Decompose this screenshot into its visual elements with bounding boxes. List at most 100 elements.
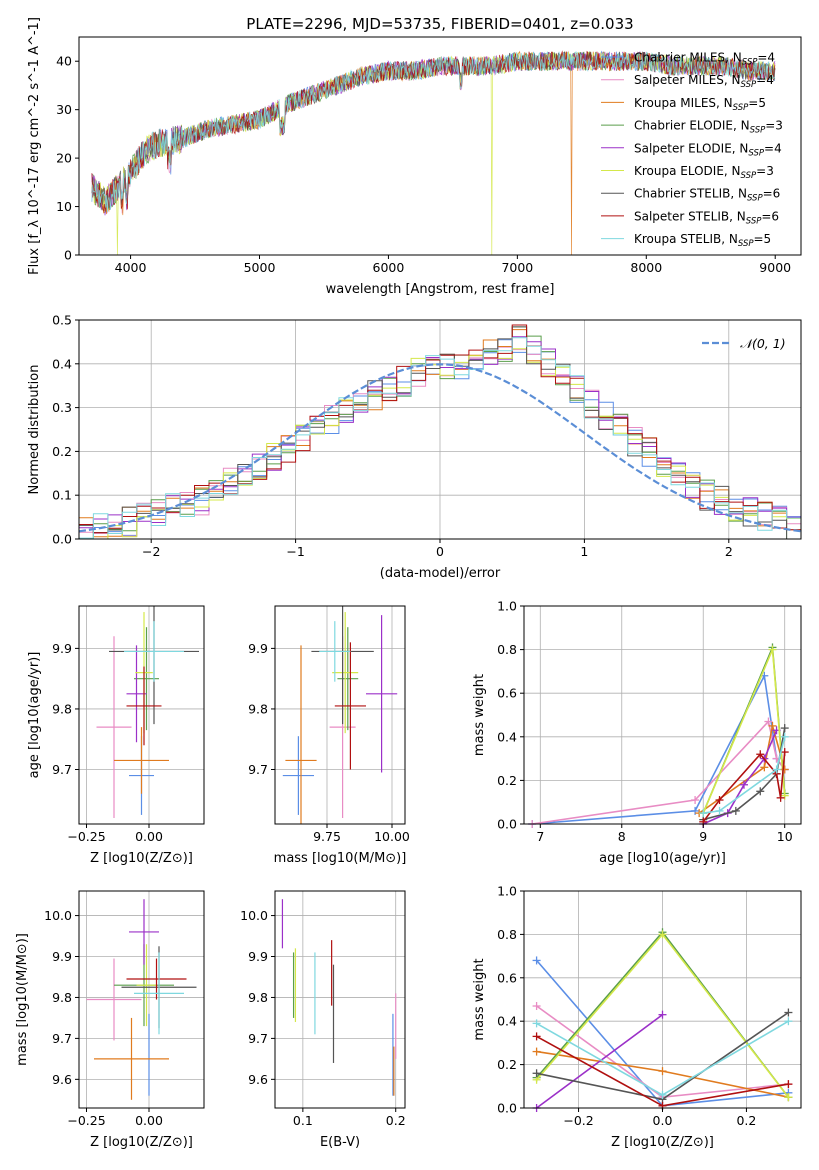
- plot-frame: [78, 890, 205, 1109]
- weight-marker: [760, 763, 769, 772]
- x-tick-label: −1: [286, 544, 304, 559]
- weight-marker: [532, 1019, 541, 1028]
- y-tick-label: 0.6: [497, 970, 517, 985]
- x-tick-label: 0.2: [386, 1113, 406, 1128]
- y-tick-label: 9.9: [52, 641, 72, 656]
- legend-label: Salpeter STELIB, NSSP=6: [634, 209, 779, 226]
- weight-vs-age-panel: 7 8 9 10 0.0 0.2 0.4 0.6 0.8 1.0 age [log10(age/yr…: [472, 599, 802, 866]
- x-tick-label: 1: [580, 544, 588, 559]
- weight-marker: [699, 809, 708, 818]
- weight-marker: [658, 1010, 667, 1019]
- plot-frame: [78, 36, 802, 256]
- y-tick-label: 9.9: [248, 949, 268, 964]
- mass-vs-Z-panel: −0.25 0.00 9.6 9.7 9.8 9.9 10.0 Z [log10(Z/Z⊙)]…: [15, 890, 205, 1150]
- weight-marker: [784, 1008, 793, 1017]
- y-tick-label: 10.0: [44, 908, 72, 923]
- x-axis-label: Z [log10(Z/Z⊙)]: [90, 851, 193, 866]
- error-bar-point: [282, 736, 314, 815]
- weight-marker: [768, 645, 777, 654]
- error-bar-point: [366, 615, 398, 773]
- y-tick-label: 9.8: [248, 701, 268, 716]
- weight-line: [536, 1014, 663, 1109]
- x-tick-label: 2: [725, 544, 733, 559]
- error-bar-point: [134, 952, 184, 1035]
- spectrum-panel: 4000 5000 6000 7000 8000 9000 0 10 20 30 40 wavelen…: [27, 17, 802, 297]
- weight-marker: [780, 724, 789, 733]
- legend-label: Chabrier ELODIE, NSSP=3: [634, 119, 783, 136]
- error-bar-point: [334, 642, 366, 770]
- x-tick-label: 8000: [630, 260, 662, 275]
- x-tick-label: 9: [699, 829, 707, 844]
- error-bar-point: [136, 944, 157, 1027]
- weight-series: [532, 1008, 793, 1104]
- x-tick-label: 0.2: [736, 1113, 756, 1128]
- y-tick-label: 1.0: [497, 599, 517, 614]
- y-tick-label: 9.7: [52, 1031, 72, 1046]
- y-tick-label: 0.0: [497, 1101, 517, 1116]
- weight-series: [695, 721, 789, 818]
- y-tick-label: 0.3: [52, 400, 72, 415]
- error-bar-point: [332, 612, 359, 734]
- weight-marker: [739, 780, 748, 789]
- y-tick-label: 0.8: [497, 927, 517, 942]
- error-bar-point: [129, 899, 159, 965]
- y-axis-label: mass [log10(M/M⊙)]: [15, 933, 30, 1066]
- error-bars: [96, 606, 199, 818]
- residual-legend: 𝒩(0, 1): [702, 336, 786, 351]
- error-bar-point: [96, 636, 132, 818]
- y-tick-label: 0.2: [497, 1057, 517, 1072]
- weight-marker: [731, 806, 740, 815]
- weight-series: [528, 717, 789, 828]
- residual-panel: −2 −1 0 1 2 0.0 0.1 0.2 0.3 0.4 0.5 (data-model)/er…: [27, 313, 802, 581]
- y-tick-label: 10.0: [240, 908, 268, 923]
- weight-marker: [715, 806, 724, 815]
- legend-label: Chabrier STELIB, NSSP=6: [634, 187, 780, 204]
- x-axis-label: Z [log10(Z/Z⊙)]: [90, 1135, 193, 1150]
- weight-marker: [658, 930, 667, 939]
- weight-marker: [784, 1093, 793, 1102]
- weight-marker: [764, 717, 773, 726]
- x-axis-label: Z [log10(Z/Z⊙)]: [611, 1135, 714, 1150]
- y-tick-label: 40: [56, 54, 72, 69]
- plot-frame: [78, 605, 205, 825]
- weight-marker: [532, 956, 541, 965]
- age-vs-mass-panel: 9.75 10.00 9.7 9.8 9.9 mass [log10(M/M⊙)]: [248, 605, 410, 866]
- y-tick-label: 9.6: [52, 1072, 72, 1087]
- y-tick-label: 0.0: [497, 817, 517, 832]
- weight-series: [699, 732, 789, 818]
- weight-marker: [780, 791, 789, 800]
- y-tick-label: 0.5: [52, 313, 72, 328]
- weight-series: [699, 748, 789, 826]
- mass-vs-ebv-panel: 0.1 0.2 9.6 9.7 9.8 9.9 10.0 E(B-V): [240, 890, 406, 1150]
- y-tick-label: 9.8: [248, 990, 268, 1005]
- y-tick-label: 0.4: [497, 1014, 517, 1029]
- error-bar-point: [86, 958, 142, 1041]
- x-tick-label: 0.0: [653, 1113, 673, 1128]
- y-tick-label: 9.7: [52, 762, 72, 777]
- x-tick-label: 5000: [244, 260, 276, 275]
- weight-marker: [756, 787, 765, 796]
- error-bars: [281, 899, 397, 1096]
- x-axis-label: mass [log10(M/M⊙)]: [274, 851, 407, 866]
- y-tick-label: 9.9: [248, 641, 268, 656]
- x-tick-label: 10.00: [374, 829, 410, 844]
- y-tick-label: 9.8: [52, 701, 72, 716]
- histogram-step: [79, 337, 801, 539]
- y-tick-label: 0: [64, 248, 72, 263]
- weight-marker: [691, 796, 700, 805]
- weight-marker: [780, 732, 789, 741]
- legend-label: Kroupa ELODIE, NSSP=3: [634, 164, 774, 181]
- y-tick-label: 9.7: [248, 1031, 268, 1046]
- weight-marker: [780, 748, 789, 757]
- x-axis-label: (data-model)/error: [380, 566, 501, 581]
- x-tick-label: −0.25: [67, 1113, 105, 1128]
- error-bars: [282, 606, 398, 824]
- weight-line: [703, 736, 786, 814]
- x-tick-label: 8: [618, 829, 626, 844]
- legend-label: Chabrier MILES, NSSP=4: [634, 51, 775, 68]
- weight-series: [528, 671, 789, 828]
- y-axis-label: mass weight: [472, 958, 487, 1040]
- histogram-step: [79, 348, 801, 539]
- weight-series: [532, 1017, 793, 1099]
